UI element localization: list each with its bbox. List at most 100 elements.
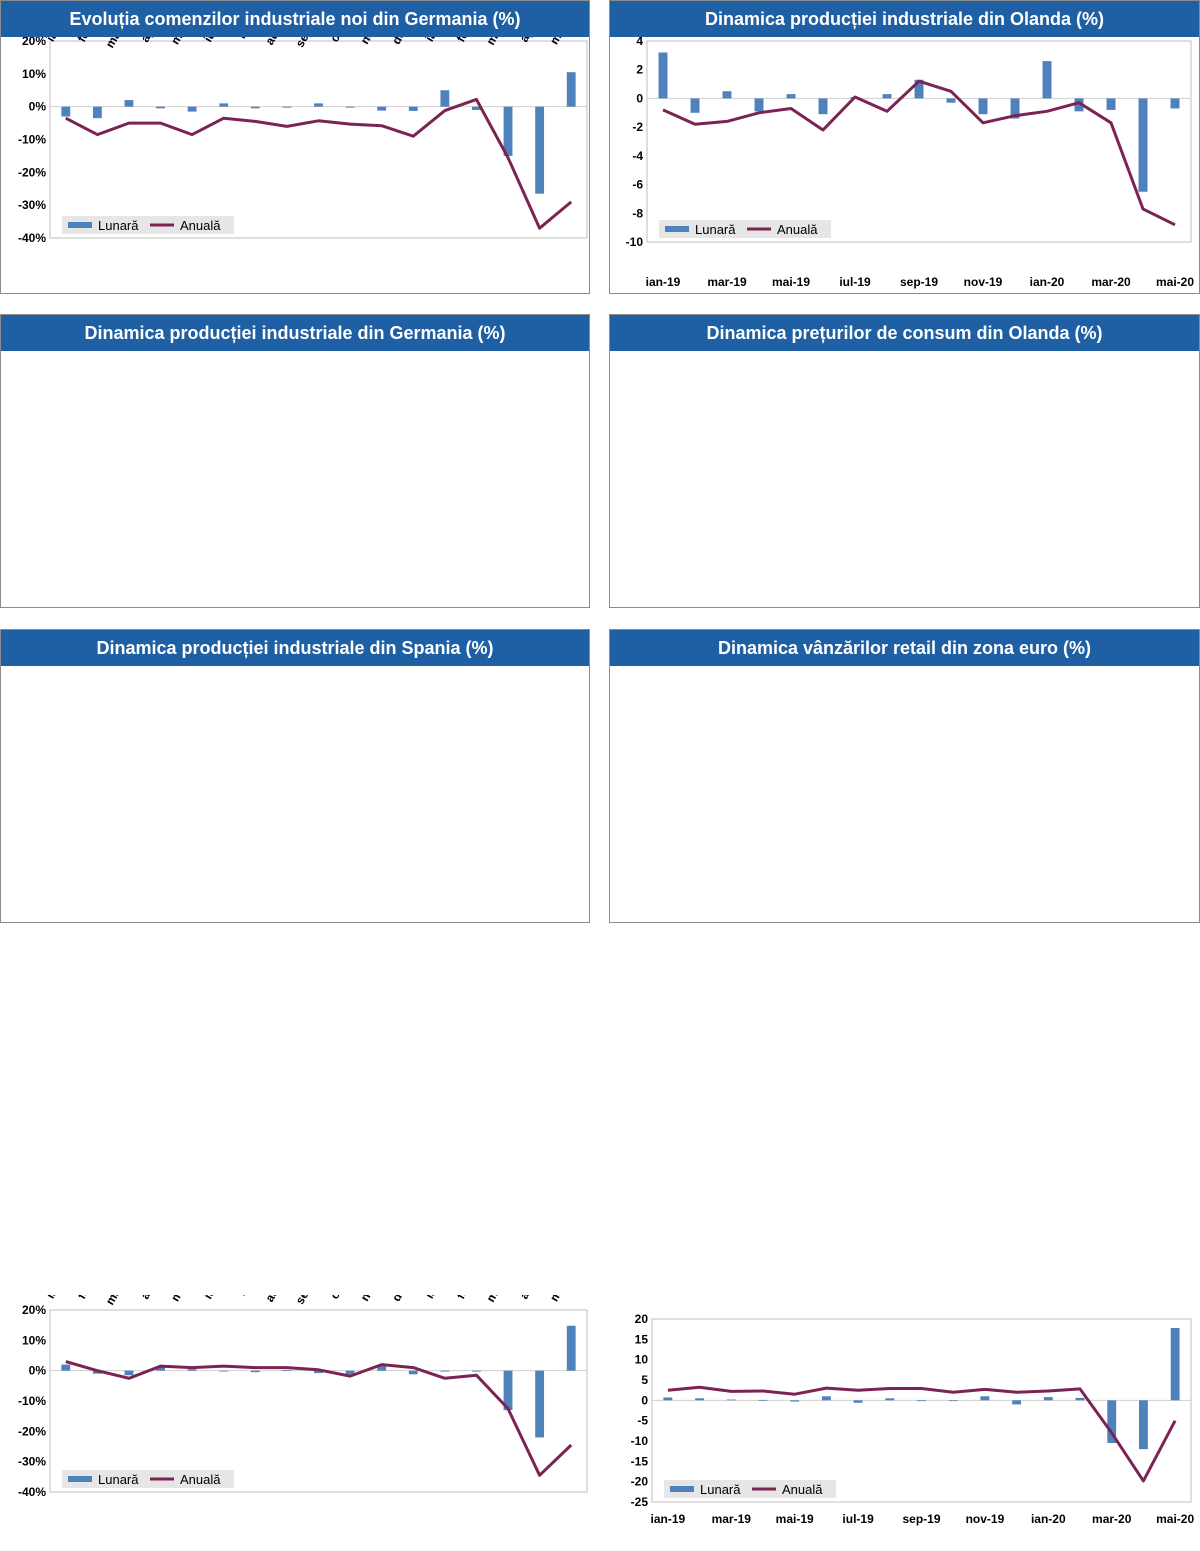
bar-apr20 (535, 106, 545, 194)
bar-mai19 (786, 94, 796, 99)
legend (62, 216, 234, 234)
legend-label-anuala: Anuală (180, 1472, 221, 1487)
x-tick-label: mar.20 (483, 1295, 514, 1304)
y-tick-label: 5 (641, 1373, 648, 1387)
x-tick-label: mar-20 (1092, 1512, 1132, 1526)
chart-title: Dinamica producției industriale din Span… (1, 630, 589, 666)
bar-nov19 (980, 1396, 990, 1401)
y-tick-label: -10% (18, 1394, 46, 1408)
bar-feb20 (472, 106, 481, 110)
chart-title: Dinamica vânzărilor retail din zona euro… (610, 630, 1199, 666)
x-tick-label: feb.19 (75, 1295, 105, 1302)
bar-iun19 (219, 103, 229, 107)
panel-netherlands-cpi: Dinamica prețurilor de consum din Olanda… (609, 314, 1200, 870)
bar-aug19 (882, 94, 892, 99)
x-tick-label: ian.20 (422, 1295, 451, 1301)
x-tick-label: mar-19 (707, 275, 747, 289)
chart-netherlands-production: -10 -8 -6 -4 -2 0 2 4 ian-19 mar-19 mai-19 iul-19 se… (626, 37, 1195, 289)
bar-iun19 (818, 98, 828, 115)
y-tick-label: -30% (18, 198, 46, 212)
legend-label-lunara: Lunară (695, 222, 736, 237)
bar-apr19 (758, 1399, 768, 1401)
x-tick-label: apr.20 (517, 1295, 547, 1302)
x-tick-label: mai-20 (1156, 275, 1194, 289)
x-tick-label: ian.19 (43, 1295, 72, 1301)
x-tick-label: nov-19 (966, 1512, 1005, 1526)
y-tick-label: 0% (29, 100, 47, 114)
x-tick-label: mar-19 (712, 1512, 752, 1526)
bar-apr19 (156, 106, 165, 109)
bar-mar19 (124, 100, 134, 107)
chart-title: Dinamica producției industriale din Olan… (610, 1, 1199, 37)
y-tick-label: 4 (636, 37, 643, 48)
bar-aug19 (282, 106, 292, 108)
y-tick-label: 0 (636, 91, 643, 105)
bar-mai19 (187, 106, 197, 112)
y-tick-label: -6 (632, 178, 643, 192)
bar-mai20 (1170, 1327, 1180, 1401)
panel-germany-production: Dinamica producției industriale din Germ… (0, 314, 590, 872)
chart-eurozone-retail: -25 -20 -15 -10 -5 0 5 10 15 20 ian-19 mar-19 mai-19… (631, 1312, 1195, 1526)
x-tick-label: mai 20 (547, 1295, 578, 1304)
y-tick-label: 0% (29, 1364, 47, 1378)
x-tick-label: apr.19 (138, 1295, 168, 1302)
bar-apr20 (1138, 98, 1148, 192)
chart-title: Dinamica prețurilor de consum din Olanda… (610, 315, 1199, 351)
x-tick-label: mar-20 (1091, 275, 1131, 289)
bar-iul19 (250, 106, 260, 109)
chart-title: Dinamica producției industriale din Germ… (1, 315, 589, 351)
bar-iul19 (250, 1370, 260, 1373)
y-tick-label: 15 (635, 1332, 649, 1346)
bar-nov19 (377, 106, 387, 111)
bar-mar19 (722, 91, 732, 99)
x-tick-label: nov.19 (358, 1295, 389, 1304)
bar-feb20 (1075, 1397, 1085, 1401)
bar-mar19 (124, 1370, 134, 1376)
bar-feb19 (690, 98, 700, 113)
x-tick-label: ian-19 (651, 1512, 686, 1526)
y-tick-label: -10% (18, 133, 46, 147)
chart-title: Evoluția comenzilor industriale noi din … (1, 1, 589, 37)
bar-mar20 (503, 106, 513, 156)
bar-apr19 (754, 98, 764, 112)
y-tick-label: -8 (632, 206, 643, 220)
x-tick-label: mai-20 (1156, 1512, 1194, 1526)
plot-area (646, 40, 1192, 243)
bar-feb20 (1074, 98, 1084, 112)
legend-swatch-lunara (68, 222, 92, 228)
bar-mai20 (566, 1325, 576, 1371)
y-tick-label: -20 (631, 1475, 649, 1489)
bar-ian19 (658, 52, 668, 99)
y-tick-label: -20% (18, 1424, 46, 1438)
x-tick-label: iul.19 (234, 1295, 262, 1298)
x-tick-label: sep-19 (902, 1512, 940, 1526)
bar-iun19 (219, 1370, 229, 1372)
bar-mai20 (1170, 98, 1180, 109)
bar-sep19 (314, 103, 323, 107)
bar-ian20 (440, 90, 450, 107)
legend-label-lunara: Lunară (98, 1472, 139, 1487)
bar-iul19 (853, 1400, 863, 1403)
y-tick-label: 10 (635, 1353, 649, 1367)
y-tick-label: 20% (22, 1303, 46, 1317)
chart-spain-production: -40% -30% -20% -10% 0% 10% 20% ian.19feb.19 mar.… (18, 1295, 588, 1499)
bar-dec19 (1010, 98, 1020, 119)
line-series-anuala (65, 97, 573, 230)
panel-netherlands-production: Dinamica producției industriale din Olan… (609, 0, 1200, 294)
bar-aug19 (885, 1398, 895, 1401)
legend-label-anuala: Anuală (782, 1482, 823, 1497)
bar-ian19 (61, 1364, 71, 1371)
x-tick-label: sep .19 (293, 1295, 326, 1307)
x-tick-label: oct.19 (327, 1295, 357, 1302)
y-tick-label: 2 (636, 63, 643, 77)
y-tick-label: -40% (18, 1485, 46, 1499)
bar-apr20 (535, 1370, 545, 1438)
x-tick-label: sep-19 (900, 275, 938, 289)
bar-mai19 (187, 1369, 197, 1371)
legend-swatch-lunara (665, 226, 689, 232)
y-tick-label: 10% (22, 1333, 46, 1347)
y-tick-label: -30% (18, 1455, 46, 1469)
bar-oct19 (948, 1400, 958, 1402)
y-tick-label: 20 (635, 1312, 649, 1326)
bar-ian19 (61, 106, 71, 117)
